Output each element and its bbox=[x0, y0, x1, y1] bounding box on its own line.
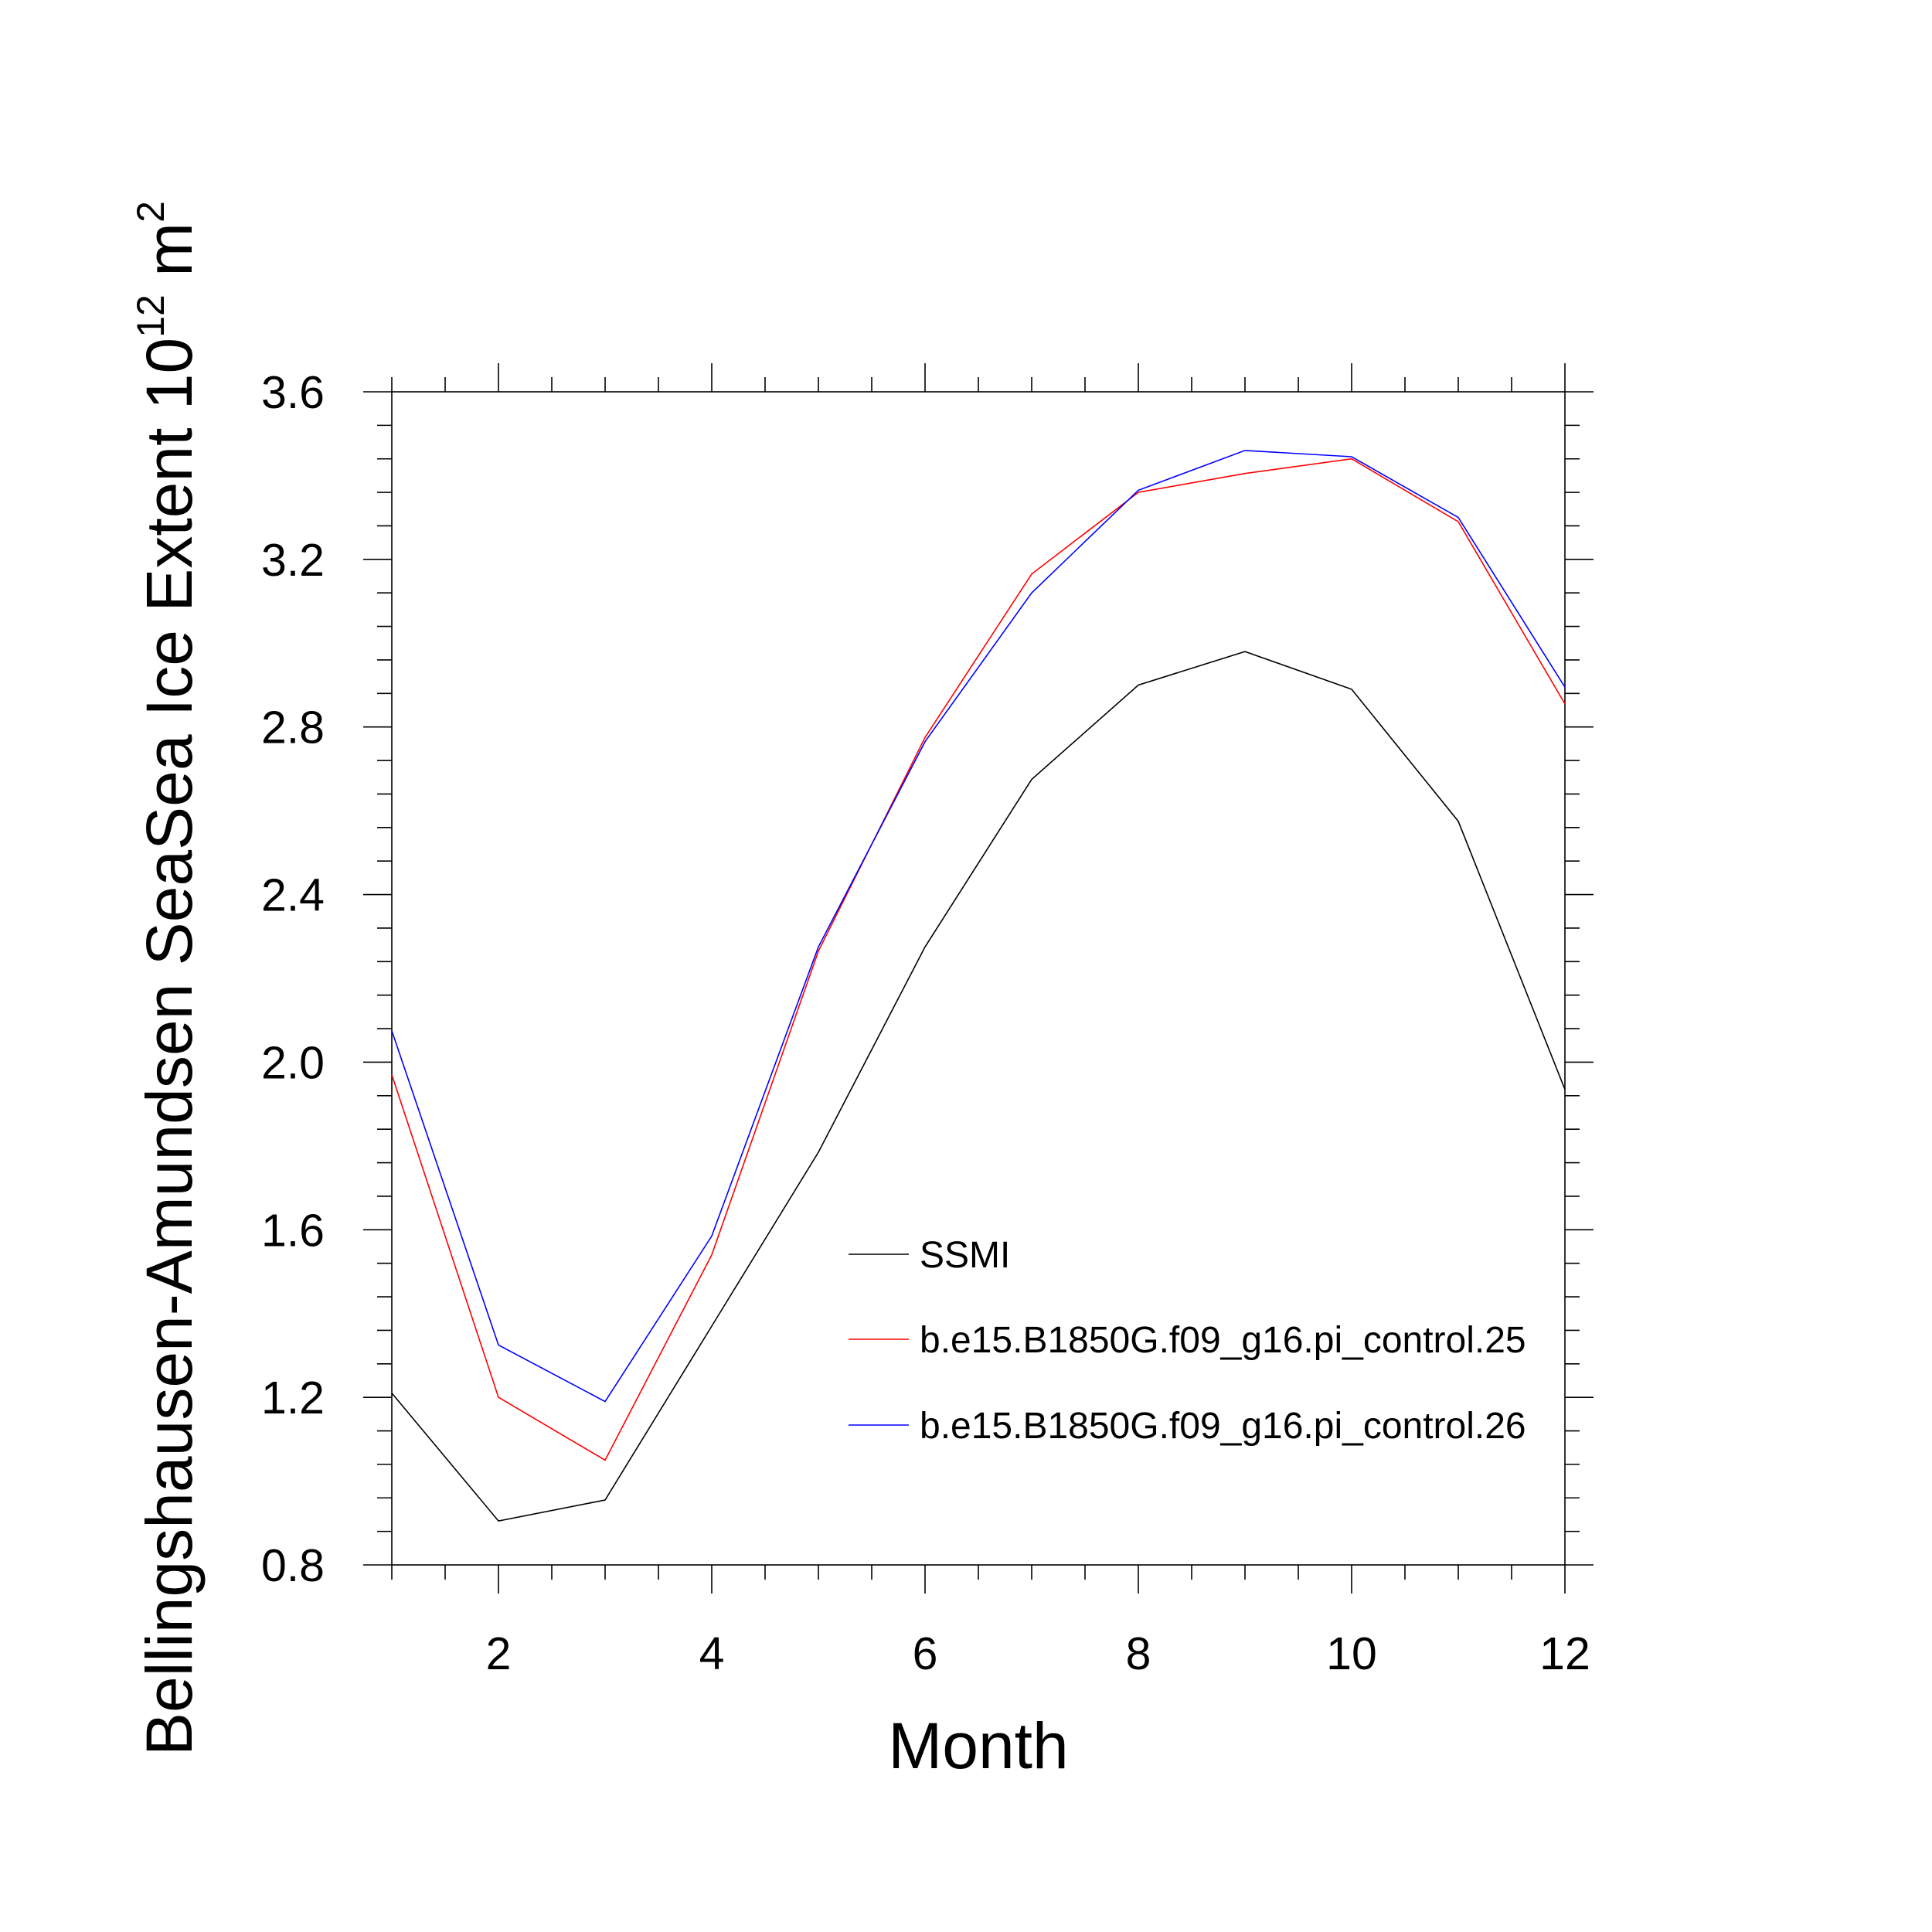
legend: SSMI b.e15.B1850G.f09_g16.pi_control.25 b.… bbox=[849, 1235, 1526, 1447]
series-line-1 bbox=[391, 651, 1566, 1522]
y-tick-label: 3.6 bbox=[261, 367, 325, 418]
x-tick-label: 10 bbox=[1326, 1628, 1377, 1679]
series-line-2 bbox=[391, 457, 1566, 1461]
series-line-3 bbox=[391, 450, 1566, 1403]
y-tick-label: 1.6 bbox=[261, 1205, 325, 1256]
plot-frame bbox=[391, 391, 1566, 1566]
x-tick-label: 8 bbox=[1126, 1628, 1151, 1679]
y-axis-title: Bellingshausen-Amundsen SeaSea Ice Exten… bbox=[129, 201, 206, 1756]
y-tick-label: 2.8 bbox=[261, 702, 325, 753]
tick-marks bbox=[363, 363, 1594, 1594]
legend-label-2: b.e15.B1850G.f09_g16.pi_control.25 bbox=[920, 1320, 1526, 1361]
legend-label-1: SSMI bbox=[920, 1235, 1010, 1276]
y-tick-label: 2.0 bbox=[261, 1037, 325, 1088]
y-axis-title-unit-letter: m bbox=[133, 223, 206, 277]
y-axis-title-exponent: 12 bbox=[129, 294, 172, 338]
x-tick-label: 4 bbox=[699, 1628, 725, 1679]
x-axis-title: Month bbox=[888, 1709, 1068, 1782]
y-tick-label: 2.4 bbox=[261, 870, 325, 921]
x-tick-label: 6 bbox=[913, 1628, 938, 1679]
x-tick-label: 2 bbox=[486, 1628, 512, 1679]
y-tick-label: 0.8 bbox=[261, 1540, 325, 1591]
y-axis-title-main: Bellingshausen-Amundsen SeaSea Ice Exten… bbox=[133, 338, 206, 1756]
tick-labels: 2 4 6 8 10 12 0.8 1.2 1.6 2.0 2.4 2.8 3.2 3.6 bbox=[261, 367, 1590, 1679]
y-axis-title-unit-exponent: 2 bbox=[129, 201, 172, 223]
y-axis-title-unit: m bbox=[133, 223, 206, 294]
x-tick-label: 12 bbox=[1539, 1628, 1590, 1679]
y-tick-label: 1.2 bbox=[261, 1372, 325, 1423]
series-lines bbox=[391, 450, 1566, 1522]
legend-label-3: b.e15.B1850G.f09_g16.pi_control.26 bbox=[920, 1406, 1526, 1447]
y-tick-label: 3.2 bbox=[261, 535, 325, 586]
